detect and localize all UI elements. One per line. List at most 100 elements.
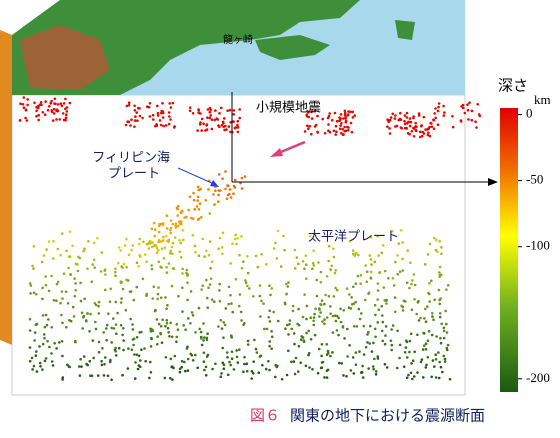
hypocenter: [246, 343, 250, 346]
hypocenter: [324, 293, 327, 297]
hypocenter: [46, 108, 50, 112]
hypocenter: [60, 232, 64, 235]
hypocenter: [343, 125, 346, 129]
hypocenter: [200, 288, 203, 291]
hypocenter: [351, 249, 355, 252]
hypocenter: [236, 361, 240, 364]
hypocenter: [41, 286, 44, 290]
hypocenter: [127, 347, 130, 350]
hypocenter: [427, 131, 430, 135]
hypocenter: [104, 273, 107, 276]
hypocenter: [440, 322, 444, 326]
hypocenter: [352, 325, 356, 328]
hypocenter: [139, 255, 142, 258]
hypocenter: [437, 102, 441, 105]
hypocenter: [376, 357, 380, 360]
hypocenter: [317, 261, 320, 264]
hypocenter: [105, 338, 108, 342]
hypocenter: [332, 129, 336, 133]
hypocenter: [302, 339, 306, 342]
hypocenter: [152, 285, 156, 289]
hypocenter: [383, 269, 387, 273]
hypocenter: [286, 285, 290, 288]
hypocenter: [35, 109, 38, 113]
hypocenter: [264, 367, 268, 371]
caption: 関東の地下における震源断面: [290, 407, 485, 425]
hypocenter: [437, 288, 441, 292]
hypocenter: [334, 133, 338, 136]
hypocenter: [262, 302, 265, 305]
hypocenter: [410, 308, 414, 312]
hypocenter: [187, 317, 190, 320]
hypocenter: [285, 282, 288, 286]
hypocenter: [133, 109, 137, 112]
hypocenter: [223, 128, 226, 132]
hypocenter: [164, 324, 167, 328]
hypocenter: [22, 96, 26, 99]
hypocenter: [80, 311, 84, 315]
hypocenter: [140, 348, 143, 352]
hypocenter: [135, 353, 139, 357]
hypocenter: [116, 311, 119, 315]
hypocenter: [179, 255, 183, 259]
hypocenter: [436, 250, 439, 254]
hypocenter: [228, 192, 231, 196]
hypocenter: [169, 106, 173, 109]
hypocenter: [79, 299, 83, 303]
hypocenter: [349, 121, 353, 125]
hypocenter: [146, 105, 149, 108]
hypocenter: [193, 244, 197, 248]
hypocenter: [305, 263, 308, 267]
hypocenter: [408, 286, 411, 290]
hypocenter: [189, 290, 193, 293]
hypocenter: [181, 267, 184, 271]
hypocenter: [194, 331, 197, 334]
hypocenter: [151, 329, 155, 333]
hypocenter: [422, 115, 426, 119]
hypocenter: [354, 300, 358, 304]
hypocenter: [246, 339, 250, 343]
hypocenter: [129, 317, 132, 321]
hypocenter: [439, 341, 443, 345]
hypocenter: [217, 193, 220, 197]
hypocenter: [97, 300, 101, 304]
hypocenter: [100, 360, 103, 363]
hypocenter: [134, 377, 137, 380]
hypocenter: [339, 320, 343, 324]
hypocenter: [74, 289, 77, 292]
hypocenter: [319, 270, 323, 274]
hypocenter: [410, 130, 414, 133]
hypocenter: [97, 340, 101, 344]
hypocenter: [309, 234, 312, 238]
hypocenter: [277, 319, 280, 323]
hypocenter: [41, 297, 44, 301]
hypocenter: [352, 372, 356, 375]
hypocenter: [31, 368, 34, 371]
hypocenter: [376, 321, 380, 324]
hypocenter: [207, 188, 210, 191]
hypocenter: [89, 312, 92, 316]
hypocenter: [435, 335, 438, 338]
hypocenter: [297, 262, 300, 266]
hypocenter: [335, 130, 338, 134]
hypocenter: [345, 375, 348, 378]
hypocenter: [199, 121, 202, 124]
hypocenter: [329, 305, 332, 308]
hypocenter: [221, 346, 224, 350]
hypocenter: [167, 122, 171, 126]
hypocenter: [41, 111, 45, 114]
hypocenter: [381, 244, 385, 247]
hypocenter: [100, 363, 104, 367]
hypocenter: [312, 264, 316, 267]
hypocenter: [371, 365, 375, 368]
hypocenter: [160, 247, 164, 250]
hypocenter: [218, 112, 221, 115]
hypocenter: [43, 359, 47, 363]
hypocenter: [245, 362, 249, 366]
hypocenter: [367, 331, 370, 334]
hypocenter: [434, 353, 438, 357]
hypocenter: [45, 248, 48, 251]
hypocenter: [350, 130, 354, 134]
hypocenter: [219, 318, 223, 322]
hypocenter: [157, 239, 161, 242]
